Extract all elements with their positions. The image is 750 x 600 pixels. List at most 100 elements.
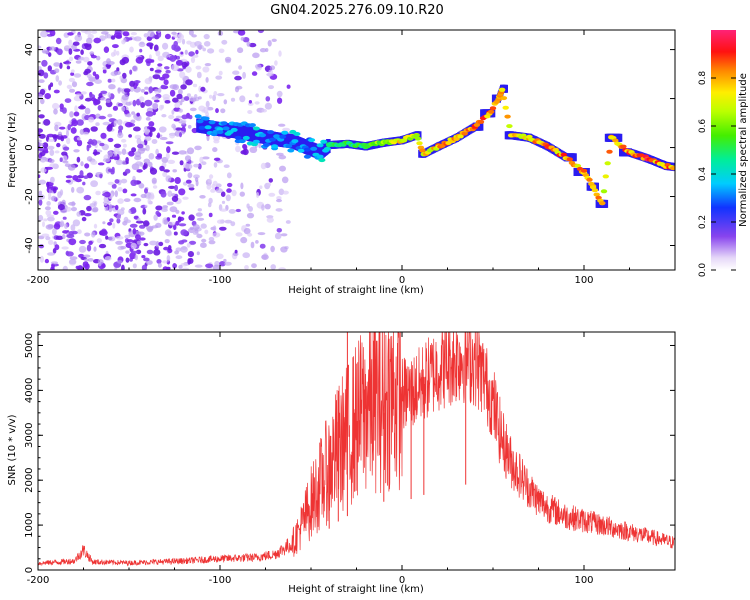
noise-speck [107, 137, 114, 143]
trace-envelope [617, 133, 623, 142]
trace-blob [252, 126, 260, 131]
noise-speck [38, 93, 44, 99]
noise-speck [55, 75, 60, 82]
noise-speck [151, 139, 158, 144]
noise-speck [106, 33, 112, 39]
noise-speck [259, 243, 266, 249]
noise-speck [180, 262, 189, 267]
noise-speck [86, 156, 93, 162]
noise-speck [196, 251, 200, 256]
noise-speck [200, 242, 207, 248]
noise-speck [164, 66, 170, 70]
noise-speck [175, 47, 181, 51]
noise-speck [143, 220, 150, 227]
noise-speck [135, 220, 144, 224]
noise-speck [140, 193, 147, 199]
noise-speck [257, 232, 266, 236]
noise-speck [195, 179, 199, 187]
trace-blob [198, 125, 206, 130]
noise-speck [40, 98, 45, 105]
noise-speck [142, 208, 147, 215]
noise-speck [196, 233, 203, 239]
noise-speck [121, 148, 127, 155]
noise-speck [270, 245, 275, 253]
noise-speck [144, 204, 148, 208]
noise-speck [90, 139, 98, 146]
noise-speck [41, 59, 48, 67]
noise-speck [143, 257, 150, 262]
noise-speck [225, 194, 231, 202]
noise-speck [208, 240, 216, 245]
noise-speck [209, 174, 214, 179]
trace-blob [310, 146, 318, 151]
colorbar-tick-label: 0.6 [698, 119, 708, 134]
noise-speck [116, 214, 122, 220]
noise-speck [47, 239, 54, 245]
noise-speck [226, 172, 232, 179]
noise-speck [242, 71, 247, 79]
noise-speck [144, 188, 148, 194]
noise-speck [268, 192, 276, 197]
noise-speck [179, 160, 184, 166]
noise-speck [266, 217, 274, 223]
noise-speck [79, 239, 86, 245]
noise-speck [268, 69, 273, 76]
noise-speck [69, 56, 74, 62]
noise-speck [144, 129, 149, 135]
noise-speck [137, 143, 144, 149]
noise-speck [181, 114, 188, 120]
noise-speck [190, 56, 196, 64]
noise-speck [171, 193, 176, 197]
noise-speck [83, 254, 91, 258]
noise-speck [143, 158, 151, 164]
noise-speck [238, 65, 243, 70]
noise-speck [121, 94, 129, 101]
noise-speck [235, 208, 241, 213]
noise-speck [71, 207, 77, 212]
noise-speck [68, 77, 75, 83]
noise-speck [163, 219, 168, 225]
noise-speck [53, 62, 61, 67]
noise-speck [174, 184, 179, 192]
noise-speck [208, 197, 213, 204]
noise-speck [55, 37, 62, 45]
noise-speck [167, 221, 176, 226]
noise-speck [178, 188, 186, 196]
noise-speck [217, 93, 225, 97]
noise-speck [212, 94, 217, 102]
noise-speck [124, 121, 133, 128]
noise-speck [52, 228, 57, 236]
noise-speck [179, 132, 182, 138]
noise-speck [38, 174, 41, 178]
noise-speck [188, 240, 197, 245]
noise-speck [251, 71, 258, 76]
noise-speck [102, 193, 108, 197]
trace-blob [281, 130, 289, 135]
noise-speck [121, 264, 125, 270]
noise-speck [257, 30, 264, 34]
noise-speck [276, 90, 283, 98]
noise-speck [91, 231, 96, 238]
noise-speck [113, 143, 122, 148]
noise-speck [53, 210, 59, 215]
noise-speck [254, 101, 260, 105]
noise-speck [210, 188, 216, 193]
noise-speck [276, 199, 282, 203]
noise-speck [100, 90, 108, 95]
trace-blob [413, 133, 420, 138]
noise-speck [58, 80, 62, 86]
x-tick-label: 100 [574, 575, 593, 586]
noise-speck [159, 165, 165, 172]
noise-speck [224, 261, 232, 266]
noise-speck [192, 54, 199, 58]
noise-speck [268, 85, 274, 90]
noise-speck [68, 39, 73, 46]
noise-speck [207, 48, 215, 54]
noise-speck [270, 264, 277, 270]
noise-speck [221, 39, 228, 45]
noise-speck [45, 166, 53, 170]
noise-speck [65, 250, 70, 256]
noise-speck [173, 231, 178, 236]
noise-speck [67, 123, 71, 131]
noise-speck [155, 50, 161, 57]
